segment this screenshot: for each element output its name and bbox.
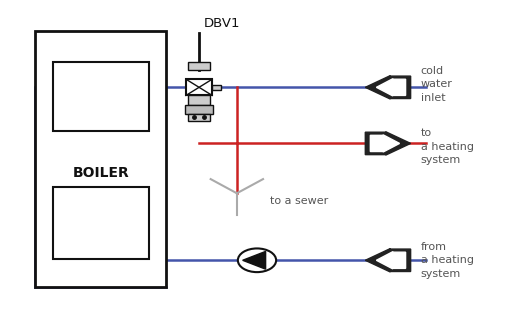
Polygon shape xyxy=(370,135,399,152)
Bar xyxy=(188,95,210,105)
Bar xyxy=(188,114,210,121)
Bar xyxy=(186,79,212,95)
Text: to a sewer: to a sewer xyxy=(270,196,328,206)
Polygon shape xyxy=(365,249,411,272)
Text: cold
water
inlet: cold water inlet xyxy=(420,66,453,103)
Bar xyxy=(188,62,210,70)
Bar xyxy=(185,105,213,114)
Bar xyxy=(53,187,149,259)
Text: DBV1: DBV1 xyxy=(204,17,241,30)
Polygon shape xyxy=(365,76,411,99)
Polygon shape xyxy=(376,252,406,269)
Circle shape xyxy=(238,248,276,272)
Text: from
a heating
system: from a heating system xyxy=(420,242,474,279)
Polygon shape xyxy=(365,132,411,155)
Text: BOILER: BOILER xyxy=(72,166,129,180)
Bar xyxy=(35,31,167,287)
Polygon shape xyxy=(243,252,266,269)
Bar xyxy=(53,62,149,131)
Polygon shape xyxy=(376,79,406,96)
Bar xyxy=(212,85,221,90)
Text: to
a heating
system: to a heating system xyxy=(420,128,474,165)
